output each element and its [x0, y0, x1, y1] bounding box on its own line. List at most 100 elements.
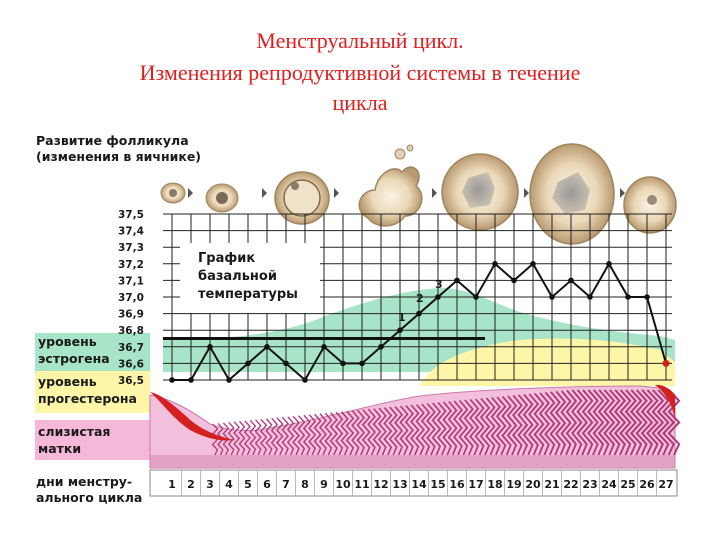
mucosa-gland: [571, 389, 583, 456]
day-label: 19: [506, 478, 521, 491]
arrow-icon: [432, 188, 437, 198]
mucosa-gland: [249, 419, 257, 456]
cycle-days-row: 1 2 3 4 5 6 7 8 9 10 11 12 13 14 15 16 17 18 19 20 21 22 23 24 2…: [149, 469, 678, 497]
mucosa-gland: [667, 389, 681, 456]
mucosa-gland: [313, 413, 322, 456]
y-tick-label: 37,2: [118, 259, 144, 271]
mucosa-gland: [420, 403, 431, 456]
mucosa-gland: [329, 412, 338, 456]
corpus-luteum-regressing-icon: [623, 176, 677, 234]
follicle-primary-icon: [205, 183, 239, 213]
day-label: 1: [168, 478, 176, 491]
mucosa-gland: [555, 390, 567, 456]
days-label-line-2: ального цикла: [36, 490, 143, 505]
mucosa-gland: [512, 394, 523, 456]
mucosa-gland: [592, 389, 605, 456]
y-tick-label: 37,1: [118, 275, 144, 287]
temperature-point: [321, 344, 327, 350]
mucosa-label-band: [35, 420, 150, 460]
menstrual-shedding-left: [150, 392, 235, 441]
mucosa-label-line-2: матки: [38, 441, 82, 456]
mucosa-gland: [227, 421, 235, 456]
follicle-development-row: [160, 143, 677, 245]
progesterone-label-band: [35, 371, 150, 413]
mucosa-gland: [629, 389, 643, 456]
corpus-luteum-early-icon: [441, 153, 519, 231]
mucosa-gland: [517, 394, 529, 456]
arrow-icon: [262, 188, 267, 198]
temperature-point: [511, 277, 517, 284]
mucosa-gland: [533, 392, 545, 456]
day-label: 8: [301, 478, 309, 491]
mucosa-gland: [367, 408, 376, 456]
day-label: 6: [263, 478, 271, 491]
day-label: 21: [544, 478, 559, 491]
day-label: 12: [373, 478, 388, 491]
day-label: 15: [430, 478, 445, 491]
follicle-label-line-1: Развитие фолликула: [36, 133, 189, 148]
temperature-point: [587, 294, 593, 300]
mucosa-gland: [560, 390, 572, 456]
menstrual-shedding-right: [655, 384, 675, 420]
mucosa-gland: [458, 399, 469, 456]
y-tick-label: 37,3: [118, 242, 144, 254]
mucosa-gland: [522, 393, 534, 456]
day-label: 2: [187, 478, 195, 491]
temperature-point: [530, 261, 536, 267]
temperature-point: [359, 360, 365, 367]
temperature-point: [169, 377, 175, 383]
day-label: 7: [282, 478, 290, 491]
title-line-2: Изменения репродуктивной системы в течен…: [139, 60, 581, 85]
title-line-3: цикла: [332, 90, 388, 115]
follicle-ovulation-icon: [358, 144, 423, 227]
temperature-point: [435, 294, 441, 300]
mucosa-gland: [351, 410, 360, 456]
day-label: 23: [582, 478, 597, 491]
mucosa-gland: [479, 397, 491, 456]
mucosa-gland: [404, 405, 414, 456]
mucosa-gland: [394, 406, 404, 456]
mucosa-gland: [646, 389, 659, 456]
mucosa-gland: [437, 401, 447, 456]
phase-marker-3: 3: [435, 278, 443, 291]
days-label-line-1: дни менстру-: [36, 474, 133, 489]
day-label: 26: [639, 478, 655, 491]
mucosa-gland: [442, 401, 452, 456]
day-label: 4: [225, 478, 233, 491]
mucosa-gland: [528, 393, 540, 456]
mucosa-gland: [259, 418, 268, 456]
temperature-point: [302, 377, 308, 383]
temperature-point: [283, 360, 289, 367]
arrow-icon: [334, 188, 339, 198]
temperature-point: [492, 261, 498, 267]
mucosa-gland: [603, 389, 616, 456]
day-label: 18: [487, 478, 502, 491]
temperature-point: [264, 344, 270, 350]
y-tick-label: 37,5: [118, 209, 144, 221]
mucosa-gland: [410, 404, 420, 456]
graph-title-line-1: График: [198, 251, 255, 266]
mucosa-gland: [501, 395, 512, 456]
mucosa-gland: [431, 402, 442, 456]
y-tick-label: 36,8: [118, 325, 144, 337]
mucosa-gland: [361, 409, 371, 456]
day-label: 25: [620, 478, 635, 491]
mucosa-gland: [587, 389, 599, 456]
temperature-point: [473, 294, 479, 300]
mucosa-gland: [619, 389, 632, 456]
temperature-point: [606, 261, 612, 267]
y-tick-label: 36,7: [118, 342, 144, 354]
mucosa-gland: [270, 417, 279, 456]
mucosa-gland: [565, 389, 578, 456]
arrow-icon: [524, 188, 529, 198]
estrogen-label-line-2: эстрогена: [38, 351, 110, 366]
mucosa-gland: [265, 418, 273, 456]
phase-marker-1: 1: [398, 311, 406, 324]
temperature-point: [625, 294, 631, 300]
day-label: 13: [392, 478, 407, 491]
day-label: 22: [563, 478, 578, 491]
temperature-point: [662, 359, 670, 367]
mucosa-gland: [308, 414, 317, 456]
estrogen-label-band: [35, 333, 150, 371]
